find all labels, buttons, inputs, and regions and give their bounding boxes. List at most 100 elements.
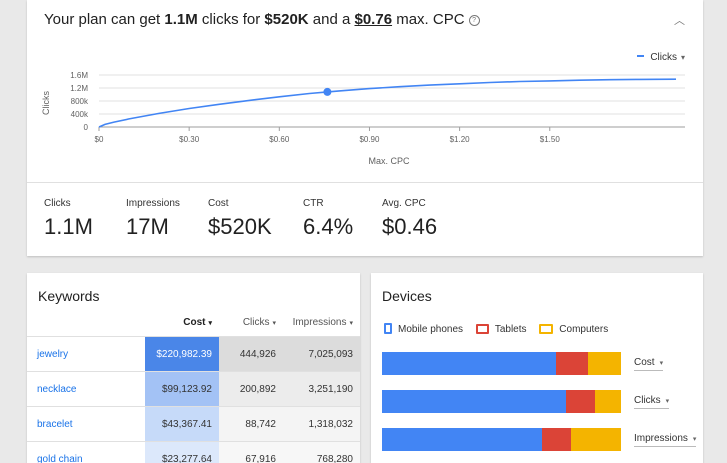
stat-label: CTR	[303, 198, 353, 209]
legend-label: Tablets	[495, 324, 527, 335]
headline-text: Your plan can get	[44, 11, 164, 28]
x-tick-label: $0	[95, 135, 104, 144]
device-metric-select[interactable]: Impressions▾	[634, 433, 696, 447]
sort-icon: ▾	[272, 320, 276, 327]
cost-cell: $220,982.39	[145, 337, 219, 372]
x-tick-label: $0.90	[359, 135, 380, 144]
cost-column-header[interactable]: Cost▾	[145, 309, 219, 337]
divider	[27, 182, 703, 183]
stat-value: 6.4%	[303, 214, 353, 240]
legend-mobile[interactable]: Mobile phones	[384, 324, 463, 335]
legend-label: Computers	[559, 324, 608, 335]
plan-card: Your plan can get 1.1M clicks for $520K …	[27, 0, 703, 256]
legend-label: Mobile phones	[398, 324, 463, 335]
impressions-cell: 768,280	[283, 442, 360, 463]
mobile-segment	[382, 428, 542, 451]
cost-cell: $99,123.92	[145, 372, 219, 407]
stat-ctr: CTR 6.4%	[303, 198, 353, 240]
keywords-table: Cost▾ Clicks▾ Impressions▾ jewelry$220,9…	[27, 309, 360, 463]
mobile-segment	[382, 390, 566, 413]
computer-icon	[539, 324, 553, 334]
stat-value: 1.1M	[44, 214, 93, 240]
mobile-phone-icon	[384, 323, 392, 334]
chevron-down-icon: ▾	[693, 436, 697, 443]
clicks-cell: 88,742	[219, 407, 283, 442]
clicks-cell: 67,916	[219, 442, 283, 463]
chevron-down-icon: ▾	[666, 398, 670, 405]
keyword-column-header	[27, 309, 145, 337]
device-metric-select[interactable]: Cost ▾	[634, 357, 663, 371]
device-share-bar	[382, 352, 621, 375]
tablets-segment	[542, 428, 571, 451]
tablets-segment	[556, 352, 587, 375]
headline-max-cpc-link[interactable]: $0.76	[355, 11, 393, 28]
computers-segment	[595, 390, 621, 413]
legend-computers[interactable]: Computers	[539, 324, 608, 335]
x-axis-label: Max. CPC	[368, 156, 410, 166]
keywords-card: Keywords Cost▾ Clicks▾ Impressions▾ jewe…	[27, 273, 360, 463]
table-header-row: Cost▾ Clicks▾ Impressions▾	[27, 309, 360, 337]
headline-cost: $520K	[264, 11, 308, 28]
series-swatch	[637, 55, 644, 57]
x-tick-label: $1.20	[450, 135, 471, 144]
stat-label: Cost	[208, 198, 272, 209]
device-metric-select[interactable]: Clicks ▾	[634, 395, 669, 409]
devices-legend: Mobile phones Tablets Computers	[384, 323, 618, 335]
y-tick-label: 1.2M	[70, 84, 88, 93]
tablet-icon	[476, 324, 489, 334]
forecast-chart: 0400k800k1.2M1.6M$0$0.30$0.60$0.90$1.20$…	[27, 60, 703, 175]
selected-point-marker	[323, 88, 331, 96]
stat-label: Impressions	[126, 198, 180, 209]
keywords-title: Keywords	[38, 288, 99, 304]
collapse-icon[interactable]: ︿	[674, 12, 685, 28]
y-tick-label: 1.6M	[70, 71, 88, 80]
legend-tablets[interactable]: Tablets	[476, 324, 527, 335]
stat-cost: Cost $520K	[208, 198, 272, 240]
mobile-segment	[382, 352, 556, 375]
impressions-cell: 3,251,190	[283, 372, 360, 407]
sort-icon: ▾	[349, 320, 353, 327]
stat-avg-cpc: Avg. CPC $0.46	[382, 198, 437, 240]
sort-desc-icon: ▾	[208, 320, 212, 327]
clicks-cell: 444,926	[219, 337, 283, 372]
stat-impressions: Impressions 17M	[126, 198, 180, 240]
headline-text: max. CPC	[392, 11, 465, 28]
keyword-link[interactable]: bracelet	[27, 407, 145, 442]
clicks-cell: 200,892	[219, 372, 283, 407]
device-metric-label: Cost	[634, 357, 655, 368]
impressions-cell: 1,318,032	[283, 407, 360, 442]
keyword-link[interactable]: gold chain	[27, 442, 145, 463]
headline-text: clicks for	[198, 11, 265, 28]
stat-value: 17M	[126, 214, 180, 240]
help-icon[interactable]: ?	[469, 15, 480, 26]
stat-label: Clicks	[44, 198, 93, 209]
chevron-down-icon: ▾	[660, 360, 664, 367]
clicks-series-line	[99, 79, 676, 127]
device-metric-label: Clicks	[634, 395, 661, 406]
keyword-link[interactable]: necklace	[27, 372, 145, 407]
cost-cell: $23,277.64	[145, 442, 219, 463]
device-share-bar	[382, 428, 621, 451]
headline-clicks: 1.1M	[164, 11, 197, 28]
devices-card: Devices Mobile phones Tablets Computers …	[371, 273, 703, 463]
stat-label: Avg. CPC	[382, 198, 437, 209]
computers-segment	[571, 428, 621, 451]
y-tick-label: 800k	[71, 97, 89, 106]
y-tick-label: 0	[84, 123, 89, 132]
plan-headline: Your plan can get 1.1M clicks for $520K …	[44, 11, 480, 28]
keyword-link[interactable]: jewelry	[27, 337, 145, 372]
clicks-column-header[interactable]: Clicks▾	[219, 309, 283, 337]
devices-title: Devices	[382, 288, 432, 304]
computers-segment	[588, 352, 621, 375]
impressions-column-header[interactable]: Impressions▾	[283, 309, 360, 337]
headline-text: and a	[309, 11, 355, 28]
stat-value: $520K	[208, 214, 272, 240]
x-tick-label: $1.50	[540, 135, 561, 144]
x-tick-label: $0.30	[179, 135, 200, 144]
y-tick-label: 400k	[71, 110, 89, 119]
stat-clicks: Clicks 1.1M	[44, 198, 93, 240]
